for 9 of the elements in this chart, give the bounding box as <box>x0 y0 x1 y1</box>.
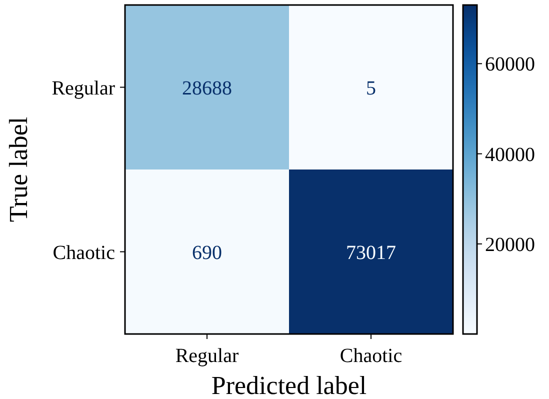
color-bar-label: 40000 <box>485 144 535 166</box>
y-axis-title: True label <box>4 116 34 222</box>
data-label: 690 <box>192 242 222 264</box>
data-label: 73017 <box>346 242 396 264</box>
color-bar-label: 20000 <box>485 234 535 256</box>
x-axis-title: Predicted label <box>211 371 367 399</box>
data-label: 5 <box>366 77 376 100</box>
data-label: 28688 <box>182 77 232 100</box>
color-bar-label: 60000 <box>485 54 535 76</box>
